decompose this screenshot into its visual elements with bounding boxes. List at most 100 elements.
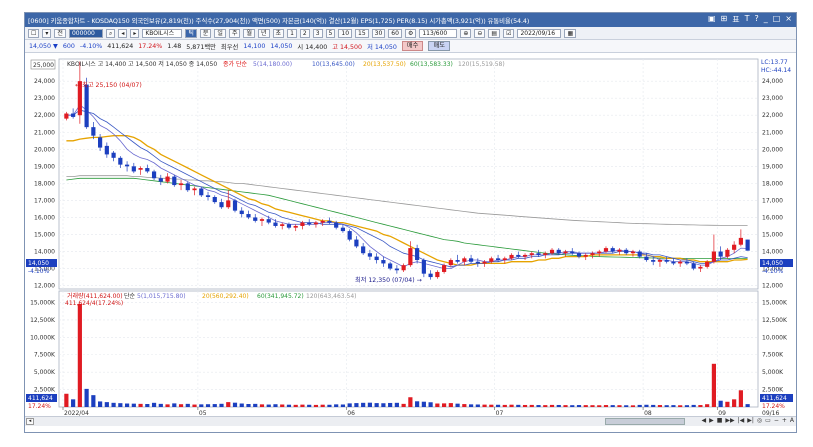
help-icon[interactable]: ? [754,14,759,23]
date-field[interactable]: 2022/09/16 [517,28,562,38]
candle-body [226,200,231,208]
volume-bar [84,388,89,407]
candle-body [705,261,710,267]
buy-button[interactable]: 매수 [401,41,424,51]
candle-body [718,251,723,257]
volume-bar [509,404,514,407]
quote-bar: 14,050 ▼ 600 -4.10% 411,624 17.24% 1.48 … [25,40,796,53]
period-tick[interactable]: 틱 [185,28,197,38]
shrink-icon[interactable]: ⊖ [474,28,486,38]
all-button[interactable]: 전 [54,28,66,38]
dropdown-icon[interactable]: ▾ [42,28,52,38]
vol-tag-left-text: 411,624 [28,395,53,402]
chart-scrollbar[interactable]: ◂ ◀ ▶ ■ ▶▶ |◀ ▶| ◎ ▭ − + A [25,416,796,426]
nav-prev-icon[interactable]: ◀ [701,417,707,424]
check-icon[interactable]: ☑ [503,28,515,38]
volume-bar [91,395,96,407]
nav-window-icon[interactable]: ▭ [765,417,771,424]
calendar-icon[interactable]: ▦ [564,28,577,38]
stock-name-field[interactable]: KBOIL시스 [142,28,183,38]
scroll-left-icon[interactable]: ◂ [26,418,34,425]
table-icon[interactable]: 표 [732,15,740,24]
volume-tick-right: 15,000K [762,299,788,306]
settings-icon[interactable]: ⚙ [404,28,417,38]
nav-fast-icon[interactable]: ▶▶ [725,417,735,424]
nav-target-icon[interactable]: ◎ [756,417,763,424]
candle-body [590,253,595,255]
candle-body [367,253,372,257]
volume-bar [502,404,507,407]
price-tick-right: 17,000 [762,197,783,204]
price-tag-left: 14,050 -4.10% [26,259,57,275]
zoom-in-icon[interactable]: + [781,417,787,424]
candle-body [610,248,615,252]
next-icon[interactable]: ▸ [130,28,140,38]
candle-body [711,251,716,262]
interval-3[interactable]: 3 [312,28,323,38]
candle-body [178,183,184,186]
candle-body [259,219,265,221]
nav-last-icon[interactable]: ▶| [747,417,754,424]
period-minute[interactable]: 분 [199,28,212,38]
volume-bar [637,404,642,407]
price-tick-right: 18,000 [762,180,783,187]
sell-button[interactable]: 매도 [428,41,451,51]
volume-bar [192,404,197,407]
interval-5[interactable]: 5 [325,28,336,38]
nav-next-icon[interactable]: ▶ [709,417,714,424]
maximize-icon[interactable]: □ [772,14,781,23]
volume-bar [131,403,136,407]
volume-bar [151,402,157,407]
volume-bar [549,404,555,407]
volume-bar [617,405,622,407]
period-day[interactable]: 일 [214,28,226,38]
candle-body [603,248,609,252]
volume-bar [138,403,143,407]
nav-stop-icon[interactable]: ■ [716,417,723,424]
candle-body [394,268,399,271]
interval-2[interactable]: 2 [299,28,310,38]
interval-15[interactable]: 15 [355,28,369,38]
auto-icon[interactable]: A [789,417,794,424]
price-tag-left-pct: -4.10% [28,268,50,275]
scroll-thumb[interactable] [605,418,685,425]
nav-first-icon[interactable]: |◀ [737,417,745,424]
moving-averages [66,104,748,270]
period-second[interactable]: 초 [272,28,285,38]
interval-10[interactable]: 10 [338,28,353,38]
chart-canvas[interactable]: KBOIL시스 고 14,400 고 14,500 저 14,050 종 14,… [25,53,796,416]
candle-body [98,137,103,148]
interval-60[interactable]: 60 [388,28,402,38]
period-week[interactable]: 주 [228,28,241,38]
layout-icon[interactable]: ▣ [707,14,716,23]
data-count-field[interactable]: 113/600 [419,28,458,38]
volume-bar [725,401,730,407]
expand-icon[interactable]: ⊕ [460,28,472,38]
corner-price: 25,000 [33,62,54,69]
minimize-icon[interactable]: _ [763,14,768,23]
zoom-out-icon[interactable]: − [773,417,779,424]
period-year[interactable]: 년 [258,28,270,38]
candle-body [307,222,312,225]
volume-bar [462,404,467,407]
search-icon[interactable]: ⌕ [105,28,116,38]
close-icon[interactable]: × [785,14,792,23]
stock-code-input[interactable]: 000000 [68,28,103,38]
price-tick-left: 24,000 [34,78,55,85]
low-price: 저 14,050 [367,43,397,51]
vol-tag-right-text: 411,624 [762,395,787,402]
interval-30[interactable]: 30 [371,28,386,38]
volume-tick-right: 5,000K [762,369,784,376]
save-icon[interactable]: ▤ [488,28,501,38]
prev-icon[interactable]: ◂ [118,28,128,38]
candle-body [185,183,190,191]
menu-icon[interactable]: ☐ [28,28,40,38]
interval-1[interactable]: 1 [287,28,297,38]
ma20-legend: 20(13,537.50) [363,61,406,68]
volume-bar [624,405,629,407]
volume-bar [111,402,116,407]
text-icon[interactable]: T [744,14,750,23]
volume-bar [307,404,312,407]
period-month[interactable]: 월 [243,28,255,38]
grid-icon[interactable]: ⊞ [720,14,728,23]
